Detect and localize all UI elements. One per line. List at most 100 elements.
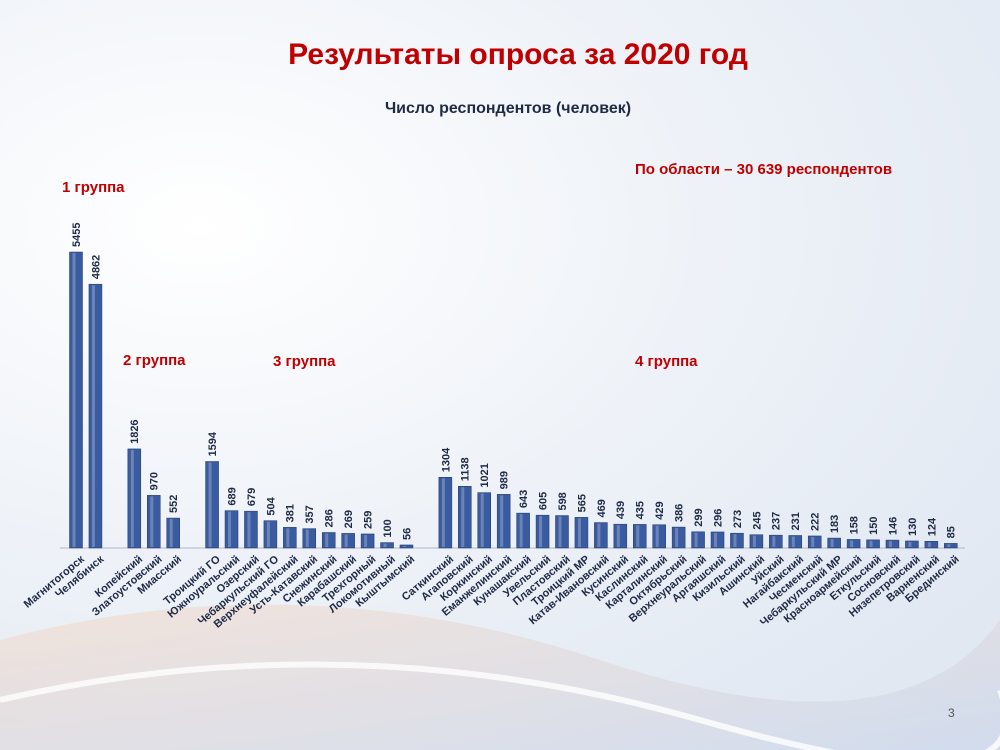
value-label: 5455 [71,223,83,247]
bar-highlight [150,496,154,547]
bar [807,535,822,549]
bar [846,539,861,549]
bar [535,514,550,549]
value-label: 469 [596,499,608,517]
bar [613,523,628,549]
bar [380,542,394,549]
value-label: 296 [712,509,724,527]
value-label: 259 [363,511,375,529]
value-label: 552 [168,495,180,513]
value-label: 429 [654,501,666,519]
value-label: 1304 [440,447,452,472]
bar [477,492,491,549]
bar-highlight [72,253,76,547]
bar [399,544,414,549]
bar-highlight [364,534,368,547]
value-label: 1138 [460,457,472,481]
bar-highlight [441,478,445,547]
bar [691,531,705,549]
bar-highlight [636,525,640,547]
bar [321,532,336,549]
bar [555,515,569,549]
bar-highlight [675,528,679,547]
bar [671,526,686,549]
bar [885,539,900,549]
value-label: 299 [693,508,705,526]
bar [944,543,958,549]
value-label: 56 [401,528,413,540]
bar [69,251,83,549]
bar [730,532,744,549]
chart-title: Результаты опроса за 2020 год [288,38,748,71]
bar [633,524,647,549]
bar [866,539,880,549]
bar [283,527,297,549]
value-label: 231 [790,512,802,530]
bar-highlight [869,540,873,547]
value-label: 1021 [479,463,491,487]
bar [496,494,511,549]
value-label: 146 [887,517,899,535]
bar-highlight [325,533,329,547]
bar-highlight [130,449,134,547]
annotation: 2 группа [123,352,186,369]
bar [438,476,453,549]
bar [458,485,472,549]
bar [827,537,841,549]
bar [166,517,180,549]
value-label: 989 [499,471,511,489]
bar [127,448,142,549]
value-label: 439 [615,501,627,519]
bar [302,528,317,549]
bar-highlight [228,511,232,547]
bar-highlight [830,539,834,547]
bar-highlight [947,544,951,547]
value-label: 245 [751,511,763,529]
value-label: 643 [518,490,530,508]
value-label: 85 [946,526,958,538]
bar-highlight [577,518,581,547]
value-label: 689 [226,487,238,505]
value-label: 435 [635,501,647,519]
bar-highlight [752,535,756,547]
bar-highlight [772,536,776,547]
bar-highlight [91,285,95,547]
bar-highlight [286,528,290,547]
bar-highlight [927,542,931,547]
bar-highlight [791,536,795,547]
bar-highlight [500,495,504,547]
bar-highlight [655,525,659,547]
bar-highlight [811,536,815,547]
value-label: 183 [829,515,841,533]
bar [594,522,608,549]
page-number: 3 [948,706,955,720]
value-label: 970 [149,472,161,490]
bar-highlight [539,516,543,547]
bar-highlight [519,514,523,547]
annotation: 1 группа [62,179,125,196]
annotation: 3 группа [273,353,336,370]
value-label: 222 [810,513,822,531]
bar [924,541,939,549]
bar-highlight [247,512,251,547]
bar [710,531,725,549]
bar [788,535,803,549]
bar-highlight [402,545,406,547]
bar [224,510,239,549]
annotation: 4 группа [635,353,698,370]
value-label: 100 [382,519,394,537]
bar [205,461,219,549]
value-label: 158 [849,516,861,534]
bar [88,283,103,549]
value-label: 605 [537,492,549,510]
value-label: 504 [265,496,277,515]
chart-subtitle: Число респондентов (человек) [385,100,631,117]
annotation: По области – 30 639 респондентов [635,161,892,178]
value-label: 269 [343,510,355,528]
value-label: 124 [926,517,938,536]
bar-highlight [850,540,854,547]
bar [749,534,764,549]
value-label: 381 [285,504,297,522]
